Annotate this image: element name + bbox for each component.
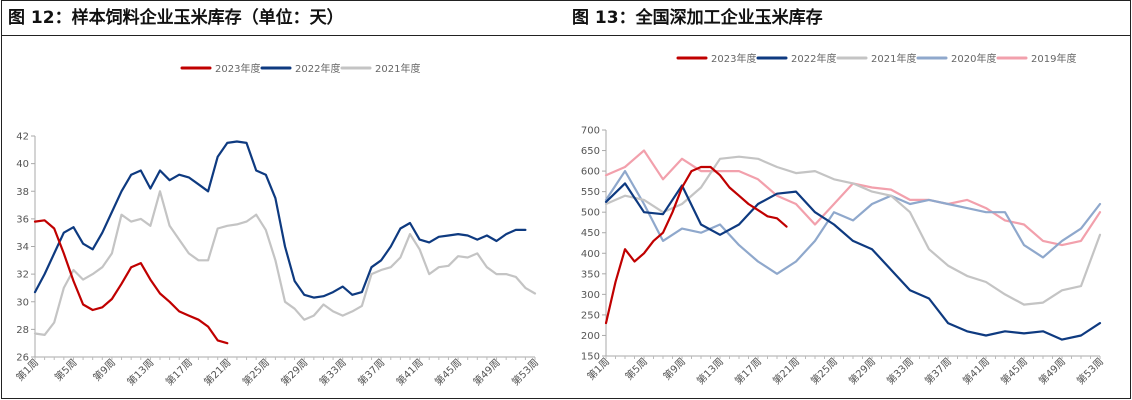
legend-label: 2023年度 xyxy=(215,62,260,75)
x-tick-label: 第25周 xyxy=(808,355,840,387)
y-axis: 150 200 250 300 350 400 450 500 550 600 650 700 xyxy=(581,126,606,363)
series-line xyxy=(33,140,527,299)
legend-item: 2022年度 xyxy=(756,52,836,65)
legend: 2023年度 2022年度 2021年度 2020年度 2019年度 xyxy=(676,52,1076,65)
y-tick-label: 38 xyxy=(16,187,29,198)
x-tick-label: 第49周 xyxy=(470,356,502,388)
x-tick-label: 第37周 xyxy=(922,355,954,387)
x-tick-label: 第29周 xyxy=(846,355,878,387)
x-axis: 第1周 第5周 第9周 第13周 第17周 第21周 第25周 第29周 第33周 第37周 第41… xyxy=(584,355,1106,387)
x-tick-label: 第17周 xyxy=(163,356,195,388)
y-tick-label: 400 xyxy=(581,249,600,260)
series-line xyxy=(33,219,229,345)
legend-label: 2021年度 xyxy=(871,52,916,65)
x-tick-label: 第13周 xyxy=(694,355,726,387)
chart-title: 图 12：样本饲料企业玉米库存（单位：天） xyxy=(2,1,566,36)
series-line xyxy=(604,165,788,325)
y-tick-label: 200 xyxy=(581,331,600,342)
y-axis: 26 28 30 32 34 36 38 40 42 xyxy=(16,132,35,364)
legend-label: 2023年度 xyxy=(711,52,756,65)
y-tick-label: 28 xyxy=(16,325,29,336)
x-tick-label: 第33周 xyxy=(884,355,916,387)
y-tick-label: 600 xyxy=(581,167,600,178)
y-tick-label: 42 xyxy=(16,132,29,143)
legend-item: 2020年度 xyxy=(916,52,996,65)
series-group xyxy=(33,140,537,345)
chart-title: 图 13：全国深加工企业玉米库存 xyxy=(566,1,1130,36)
y-tick-label: 26 xyxy=(16,353,29,364)
legend-label: 2020年度 xyxy=(951,52,996,65)
legend-label: 2021年度 xyxy=(375,62,420,75)
series-line xyxy=(33,190,537,336)
x-tick-label: 第9周 xyxy=(90,356,118,384)
x-tick-label: 第45周 xyxy=(432,356,464,388)
legend-item: 2023年度 xyxy=(180,62,260,75)
y-tick-label: 250 xyxy=(581,310,600,321)
chart-panel-feed-inventory: 图 12：样本饲料企业玉米库存（单位：天） 2023年度 2022年度 2021年度… xyxy=(1,0,567,399)
legend-item: 2023年度 xyxy=(676,52,756,65)
legend: 2023年度 2022年度 2021年度 xyxy=(180,62,420,75)
x-tick-label: 第45周 xyxy=(998,355,1030,387)
x-tick-label: 第29周 xyxy=(278,356,310,388)
y-tick-label: 30 xyxy=(16,297,29,308)
x-tick-label: 第21周 xyxy=(770,355,802,387)
x-axis: 第1周 第5周 第9周 第13周 第17周 第21周 第25周 第29周 第33周 第37周 第41… xyxy=(13,356,541,388)
legend-label: 2022年度 xyxy=(791,52,836,65)
legend-label: 2022年度 xyxy=(295,62,340,75)
series-line xyxy=(604,170,1102,275)
series-line xyxy=(604,182,1102,341)
y-tick-label: 350 xyxy=(581,269,600,280)
x-tick-label: 第41周 xyxy=(960,355,992,387)
x-tick-label: 第9周 xyxy=(660,355,688,383)
x-tick-label: 第41周 xyxy=(393,356,425,388)
y-tick-label: 300 xyxy=(581,290,600,301)
y-tick-label: 36 xyxy=(16,214,29,225)
y-tick-label: 150 xyxy=(581,352,600,363)
chart-processing-inventory: 2023年度 2022年度 2021年度 2020年度 2019年度 150 200 250 3… xyxy=(581,52,1106,387)
y-tick-label: 500 xyxy=(581,208,600,219)
x-tick-label: 第53周 xyxy=(1074,355,1106,387)
series-group xyxy=(604,149,1102,341)
legend-label: 2019年度 xyxy=(1031,52,1076,65)
x-tick-label: 第21周 xyxy=(201,356,233,388)
legend-item: 2019年度 xyxy=(996,52,1076,65)
x-tick-label: 第13周 xyxy=(124,356,156,388)
x-tick-label: 第17周 xyxy=(732,355,764,387)
y-tick-label: 40 xyxy=(16,159,29,170)
x-tick-label: 第5周 xyxy=(52,356,80,384)
x-tick-label: 第49周 xyxy=(1036,355,1068,387)
y-tick-label: 32 xyxy=(16,270,29,281)
y-tick-label: 700 xyxy=(581,126,600,137)
x-tick-label: 第37周 xyxy=(355,356,387,388)
y-tick-label: 550 xyxy=(581,187,600,198)
y-tick-label: 450 xyxy=(581,228,600,239)
y-tick-label: 34 xyxy=(16,242,29,253)
x-tick-label: 第33周 xyxy=(316,356,348,388)
chart-panel-processing-inventory: 图 13：全国深加工企业玉米库存 2023年度 2022年度 2021年度 2020年… xyxy=(566,0,1131,399)
x-tick-label: 第53周 xyxy=(509,356,541,388)
legend-item: 2021年度 xyxy=(340,62,420,75)
x-tick-label: 第5周 xyxy=(622,355,650,383)
y-tick-label: 650 xyxy=(581,146,600,157)
legend-item: 2021年度 xyxy=(836,52,916,65)
legend-item: 2022年度 xyxy=(260,62,340,75)
chart-feed-inventory: 2023年度 2022年度 2021年度 26 28 30 32 34 36 38 40 42 第1周第… xyxy=(13,62,541,388)
x-tick-label: 第25周 xyxy=(240,356,272,388)
